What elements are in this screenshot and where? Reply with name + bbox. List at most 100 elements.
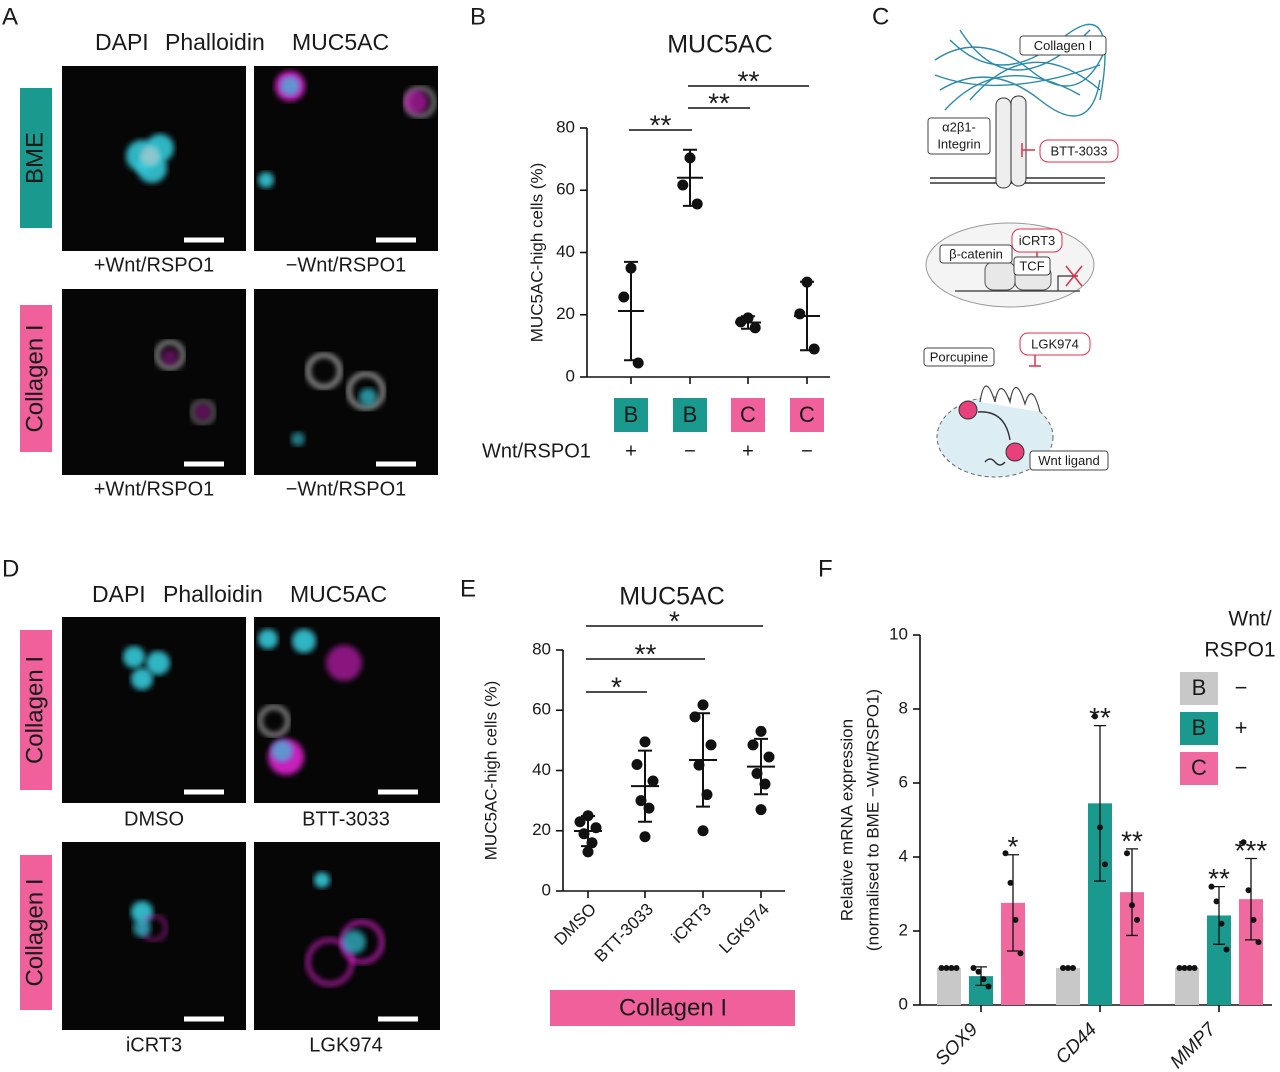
diagram-label-box bbox=[1019, 332, 1091, 356]
diagram-shape bbox=[1021, 143, 1035, 157]
cell bbox=[258, 172, 274, 188]
diagram-label-box bbox=[923, 347, 995, 367]
panel-letter: D bbox=[2, 555, 19, 582]
micrograph bbox=[62, 842, 246, 1030]
y-tick-label: 80 bbox=[556, 117, 575, 136]
diagram-label: Integrin bbox=[937, 136, 980, 151]
stain-legend: MUC5AC bbox=[292, 29, 389, 55]
row-value: − bbox=[801, 440, 813, 462]
data-point bbox=[701, 789, 713, 801]
data-point bbox=[755, 725, 767, 737]
cell bbox=[190, 399, 216, 425]
row-label-box bbox=[20, 855, 52, 1010]
y-tick-label: 40 bbox=[532, 760, 551, 779]
data-point bbox=[1012, 916, 1019, 923]
significance-label: ** bbox=[650, 109, 672, 140]
micrograph bbox=[62, 617, 246, 803]
data-point bbox=[1124, 850, 1130, 857]
row-label-box bbox=[20, 305, 52, 452]
diagram-shape bbox=[969, 61, 1101, 101]
x-tick-label: iCRT3 bbox=[668, 900, 715, 947]
sd-bar bbox=[581, 814, 595, 848]
data-point bbox=[582, 846, 594, 858]
data-point bbox=[639, 831, 651, 843]
diagram-label: iCRT3 bbox=[1019, 233, 1056, 248]
row-value: − bbox=[684, 440, 696, 462]
stain-legend: Phalloidin bbox=[165, 29, 265, 55]
legend-sign: − bbox=[1235, 755, 1248, 780]
cell bbox=[133, 919, 151, 937]
error-bar bbox=[1126, 848, 1138, 937]
y-tick-label: 0 bbox=[542, 880, 551, 899]
data-point bbox=[1007, 879, 1014, 886]
cell bbox=[280, 76, 300, 96]
data-point bbox=[631, 758, 643, 770]
row-value: + bbox=[625, 440, 637, 462]
legend-label: C bbox=[1191, 755, 1207, 780]
diagram-shape bbox=[955, 275, 1080, 292]
category-label: B bbox=[683, 402, 698, 427]
error-bar bbox=[975, 966, 987, 987]
legend-label: B bbox=[1192, 675, 1207, 700]
cell bbox=[123, 646, 145, 668]
data-point bbox=[1102, 861, 1108, 868]
data-point bbox=[705, 739, 717, 751]
caption: LGK974 bbox=[309, 1034, 382, 1056]
data-point bbox=[1092, 713, 1098, 720]
sd-bar bbox=[800, 280, 814, 352]
y-tick-label: 8 bbox=[899, 698, 908, 717]
data-point bbox=[943, 965, 950, 971]
data-point bbox=[1065, 965, 1071, 971]
diagram-shape bbox=[944, 75, 1081, 111]
data-point bbox=[1218, 920, 1225, 927]
diagram-shape bbox=[977, 411, 1011, 441]
sd-bar bbox=[754, 737, 768, 796]
cell bbox=[342, 930, 366, 954]
diagram-shape bbox=[934, 46, 1106, 87]
data-point bbox=[794, 308, 806, 320]
caption: −Wnt/RSPO1 bbox=[286, 254, 407, 276]
data-point bbox=[747, 739, 759, 751]
data-point bbox=[691, 198, 703, 210]
data-point bbox=[693, 759, 705, 771]
category-box bbox=[731, 398, 765, 432]
caption: iCRT3 bbox=[126, 1034, 182, 1056]
data-point bbox=[749, 322, 761, 334]
y-tick-label: 6 bbox=[899, 772, 908, 791]
diagram-label-box bbox=[1019, 35, 1107, 56]
significance-label: * bbox=[611, 671, 622, 702]
data-point bbox=[1223, 946, 1230, 953]
caption: +Wnt/RSPO1 bbox=[94, 254, 215, 276]
y-tick-label: 60 bbox=[532, 700, 551, 719]
x-tick-label: CD44 bbox=[1052, 1019, 1101, 1068]
significance-label: *** bbox=[1235, 835, 1268, 866]
data-point bbox=[677, 179, 689, 191]
stain-legend: Phalloidin bbox=[163, 581, 263, 607]
legend-title: RSPO1 bbox=[1204, 639, 1275, 662]
cell bbox=[292, 629, 316, 653]
cell bbox=[162, 349, 178, 365]
data-point bbox=[980, 976, 987, 983]
significance-label: ** bbox=[1121, 825, 1143, 856]
diagram-label-box bbox=[1013, 256, 1051, 276]
data-point bbox=[808, 343, 820, 355]
data-point bbox=[755, 804, 767, 816]
stain-legend: MUC5AC bbox=[290, 581, 387, 607]
significance-label: ** bbox=[1089, 702, 1111, 733]
group-box bbox=[550, 990, 795, 1026]
row-label-box bbox=[20, 630, 52, 790]
y-tick-label: 20 bbox=[556, 304, 575, 323]
data-point bbox=[1060, 965, 1066, 971]
legend-swatch bbox=[1180, 712, 1218, 745]
bar bbox=[937, 968, 961, 1005]
data-point bbox=[985, 983, 992, 990]
data-point bbox=[639, 736, 651, 748]
legend-swatch bbox=[1180, 672, 1218, 705]
data-point bbox=[1097, 824, 1103, 831]
y-tick-label: 0 bbox=[899, 994, 908, 1013]
cell bbox=[140, 146, 160, 166]
cell bbox=[291, 432, 305, 446]
sd-bar bbox=[624, 260, 638, 362]
caption: −Wnt/RSPO1 bbox=[286, 478, 407, 500]
cell bbox=[306, 938, 354, 986]
